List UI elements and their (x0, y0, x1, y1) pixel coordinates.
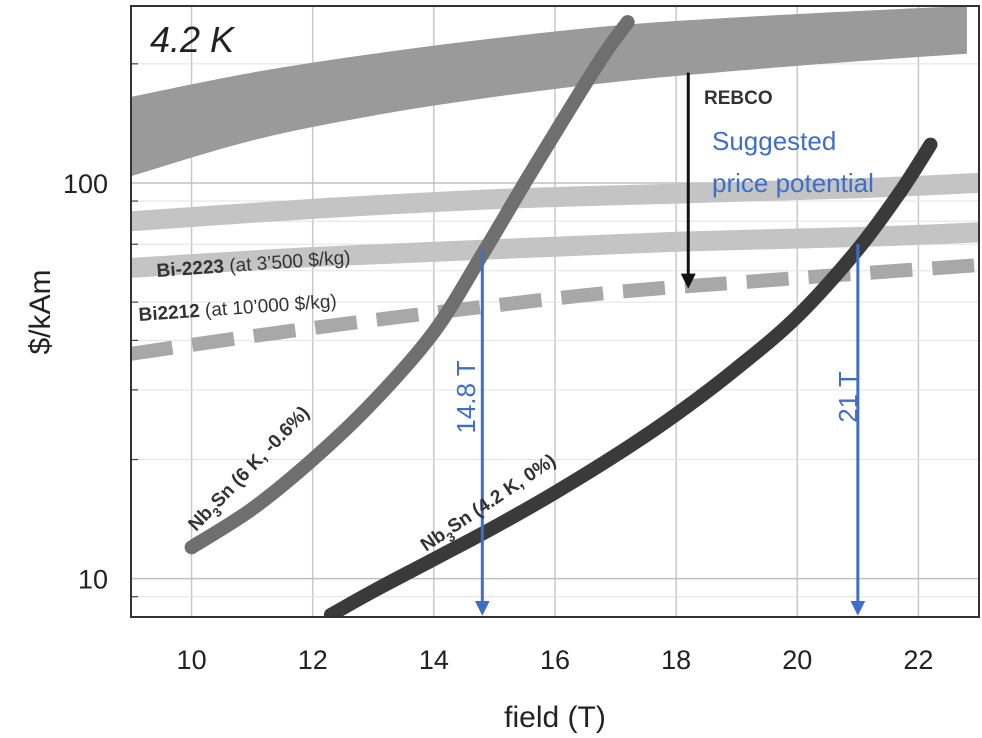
x-tick-16: 16 (540, 645, 570, 675)
x-axis-label: field (T) (504, 701, 606, 734)
y-tick-100: 100 (63, 169, 108, 199)
x-tick-20: 20 (782, 645, 812, 675)
x-tick-10: 10 (177, 645, 207, 675)
bi2212-label: Bi2212 (at 10’000 $/kg) (138, 291, 338, 326)
tick-labels: 10 12 14 16 18 20 22 10 100 (63, 169, 934, 675)
price-potential-label-line1: Suggested (712, 126, 836, 156)
plot-frame (130, 5, 980, 618)
x-tick-12: 12 (298, 645, 328, 675)
series-nb3sn_6k-line (184, 15, 635, 555)
marker-14-8-label: 14.8 T (451, 360, 481, 433)
y-tick-10: 10 (78, 565, 108, 595)
rebco-label: REBCO (704, 88, 773, 109)
temperature-label: 4.2 K (150, 19, 236, 60)
series-bi2223-line (131, 172, 979, 232)
price-potential-label-line2: price potential (712, 168, 874, 198)
series-rebco-band (131, 6, 967, 177)
annotation-layer (474, 72, 866, 616)
bi2223-name: Bi-2223 (156, 256, 225, 282)
x-tick-14: 14 (419, 645, 449, 675)
x-tick-22: 22 (903, 645, 933, 675)
marker-21-label: 21 T (833, 371, 863, 423)
y-axis-label: $/kAm (24, 269, 57, 354)
bi2212-name: Bi2212 (138, 301, 201, 326)
x-tick-18: 18 (661, 645, 691, 675)
series-bi2212-line (131, 222, 979, 278)
